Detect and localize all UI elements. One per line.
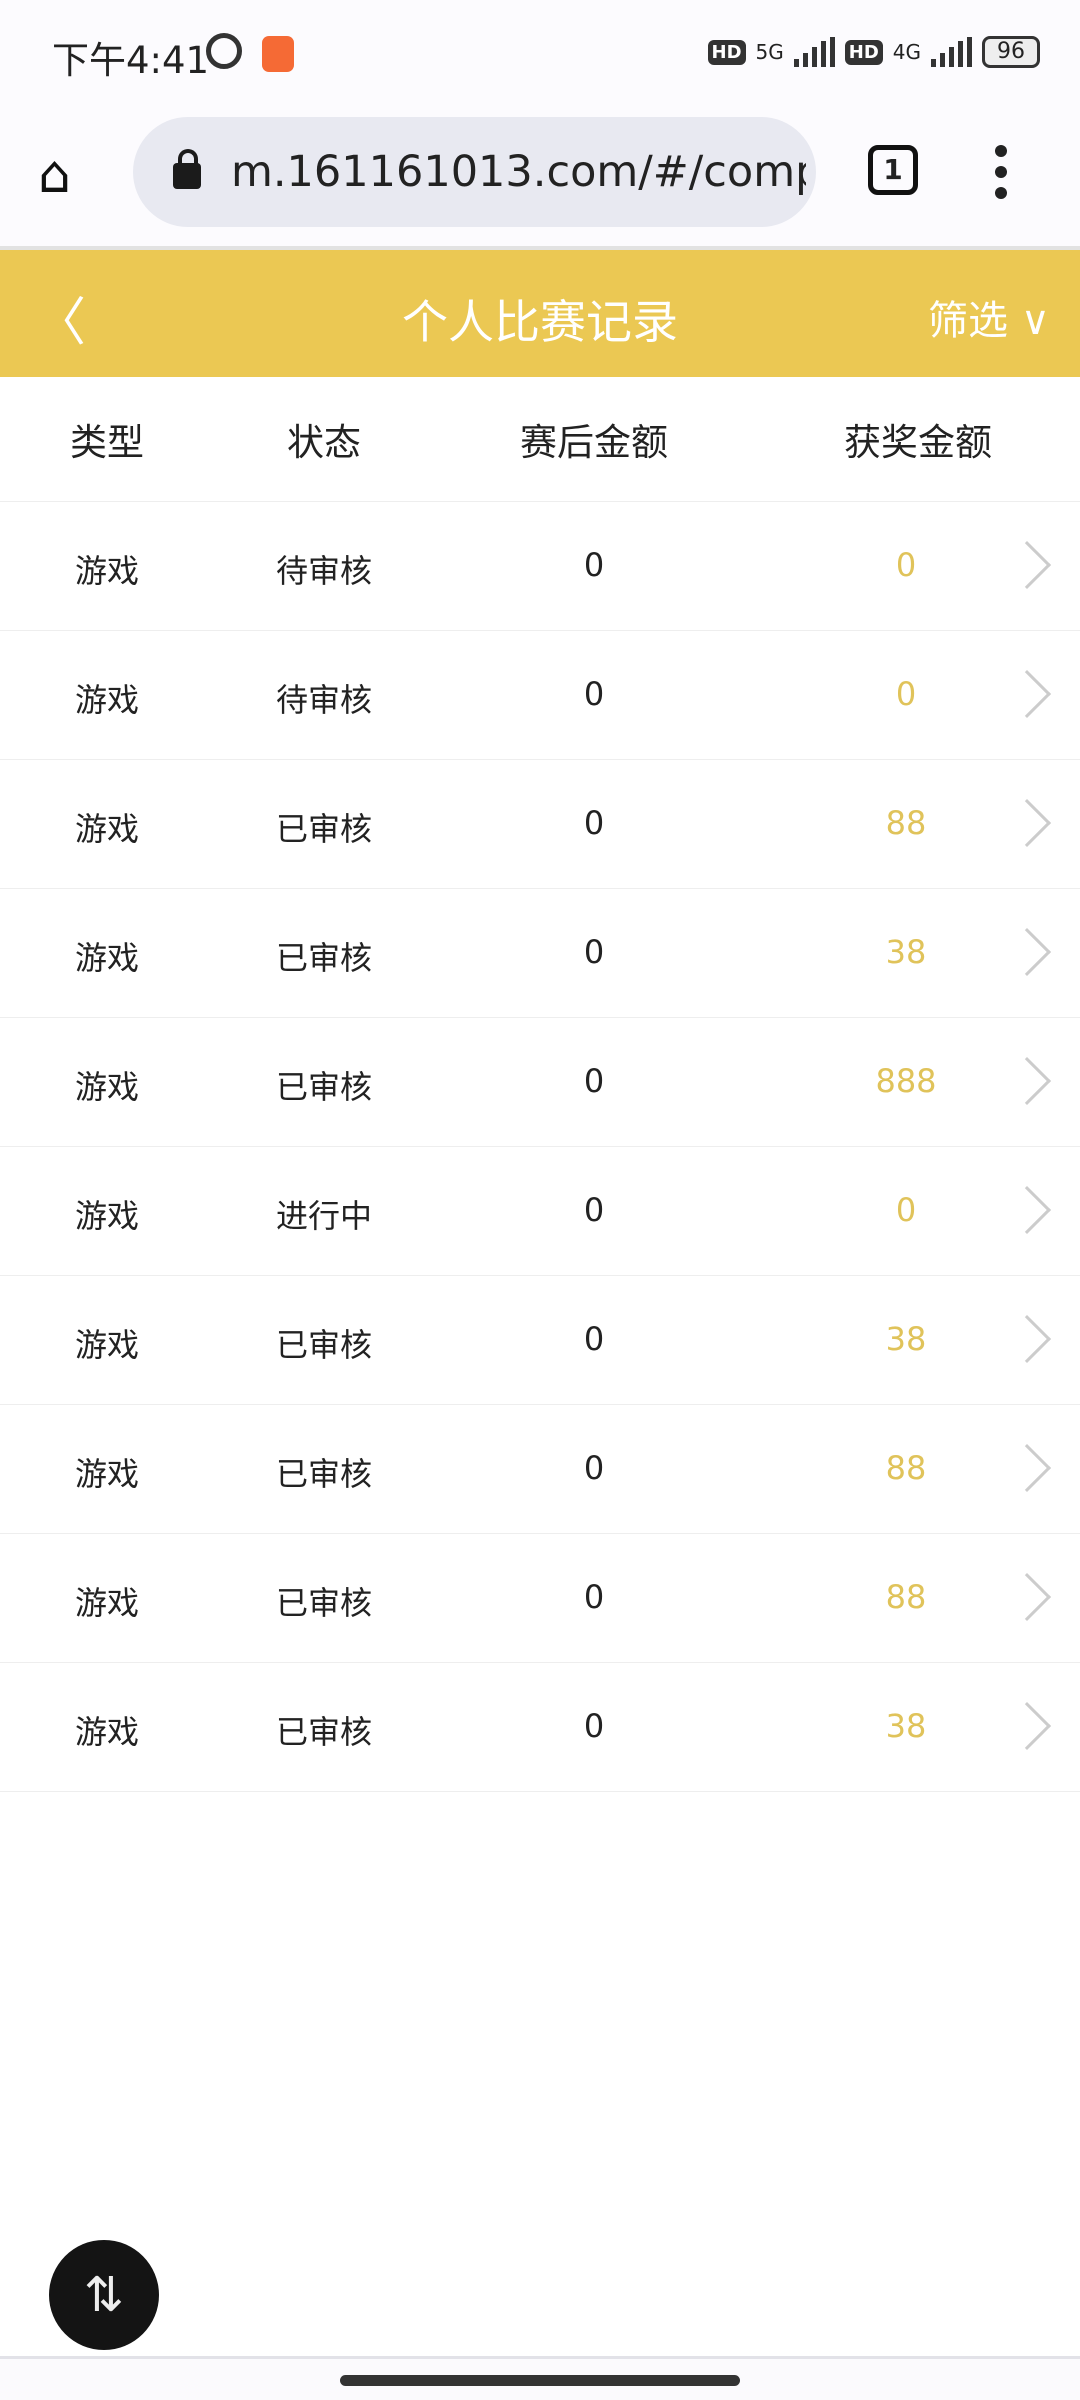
cell-type: 游戏 [74, 1197, 140, 1235]
signal-icon [931, 37, 972, 67]
cell-status: 已审核 [275, 1326, 373, 1364]
cell-prize-amount: 888 [875, 1062, 937, 1100]
chevron-right-icon[interactable] [1002, 1185, 1052, 1235]
cell-type: 游戏 [74, 681, 140, 719]
browser-toolbar: ⌂ m.161161013.com/#/compet 1 [0, 105, 1080, 250]
hd-icon: HD [707, 39, 746, 65]
rotate-screen-button[interactable]: ⇅ [49, 2240, 159, 2350]
column-header-after-amount: 赛后金额 [520, 421, 668, 464]
back-chevron-icon[interactable]: 〈 [34, 293, 87, 353]
filter-label: 筛选 [928, 298, 1008, 344]
table-row[interactable]: 游戏 已审核 0 888 [0, 1018, 1080, 1147]
cell-prize-amount: 0 [895, 1191, 917, 1229]
cell-type: 游戏 [74, 810, 140, 848]
cell-type: 游戏 [74, 1455, 140, 1493]
status-bar: 下午4:41 HD 5G HD 4G 96 [0, 0, 1080, 105]
table-row[interactable]: 游戏 已审核 0 88 [0, 760, 1080, 889]
battery-icon: 96 [982, 36, 1040, 68]
chevron-right-icon[interactable] [1002, 1314, 1052, 1364]
cell-status: 已审核 [275, 1584, 373, 1622]
more-menu-icon[interactable] [995, 145, 1011, 208]
cell-status: 待审核 [275, 681, 373, 719]
status-icons: HD 5G HD 4G 96 [707, 36, 1040, 68]
table-row[interactable]: 游戏 已审核 0 38 [0, 1663, 1080, 1792]
cell-status: 进行中 [275, 1197, 373, 1235]
navigation-bar [0, 2356, 1080, 2400]
home-gesture-handle[interactable] [340, 2375, 740, 2386]
chevron-right-icon[interactable] [1002, 798, 1052, 848]
column-header-type: 类型 [70, 421, 144, 464]
hd-icon: HD [844, 39, 883, 65]
cell-type: 游戏 [74, 1584, 140, 1622]
alarm-icon [206, 33, 242, 69]
cell-prize-amount: 38 [885, 933, 927, 971]
cell-after-amount: 0 [583, 1062, 605, 1100]
signal-icon [793, 37, 835, 67]
cell-prize-amount: 88 [885, 804, 927, 842]
cell-after-amount: 0 [583, 546, 605, 584]
cell-status: 已审核 [275, 939, 373, 977]
table-row[interactable]: 游戏 已审核 0 88 [0, 1534, 1080, 1663]
address-bar[interactable]: m.161161013.com/#/compet [133, 117, 816, 227]
cell-status: 已审核 [275, 1455, 373, 1493]
cell-after-amount: 0 [583, 675, 605, 713]
cell-after-amount: 0 [583, 1191, 605, 1229]
net-4g-label: 4G [892, 40, 921, 64]
chevron-right-icon[interactable] [1002, 1701, 1052, 1751]
table-row[interactable]: 游戏 进行中 0 0 [0, 1147, 1080, 1276]
rotate-icon: ⇅ [83, 2267, 125, 2323]
url-text[interactable]: m.161161013.com/#/compet [231, 147, 806, 197]
cell-prize-amount: 38 [885, 1707, 927, 1745]
cell-after-amount: 0 [583, 1707, 605, 1745]
tab-switcher-button[interactable]: 1 [868, 145, 918, 195]
chevron-down-icon: ∨ [1020, 298, 1050, 344]
column-header-prize-amount: 获奖金额 [844, 421, 992, 464]
cell-after-amount: 0 [583, 933, 605, 971]
chevron-right-icon[interactable] [1002, 1572, 1052, 1622]
cell-status: 待审核 [275, 552, 373, 590]
cell-after-amount: 0 [583, 804, 605, 842]
cell-status: 已审核 [275, 1068, 373, 1106]
column-header-status: 状态 [287, 421, 361, 464]
cell-prize-amount: 38 [885, 1320, 927, 1358]
cell-after-amount: 0 [583, 1449, 605, 1487]
cell-type: 游戏 [74, 552, 140, 590]
cell-status: 已审核 [275, 810, 373, 848]
chevron-right-icon[interactable] [1002, 540, 1052, 590]
filter-button[interactable]: 筛选 ∨ [928, 288, 1050, 346]
cell-after-amount: 0 [583, 1320, 605, 1358]
chevron-right-icon[interactable] [1002, 1443, 1052, 1493]
page-title: 个人比赛记录 [402, 295, 678, 349]
cell-type: 游戏 [74, 1068, 140, 1106]
table-row[interactable]: 游戏 已审核 0 38 [0, 889, 1080, 1018]
cell-prize-amount: 88 [885, 1578, 927, 1616]
table-header: 类型 状态 赛后金额 获奖金额 [0, 377, 1080, 502]
table-row[interactable]: 游戏 待审核 0 0 [0, 502, 1080, 631]
table-row[interactable]: 游戏 已审核 0 88 [0, 1405, 1080, 1534]
home-icon[interactable]: ⌂ [38, 145, 72, 205]
page-header: 〈 个人比赛记录 筛选 ∨ [0, 250, 1080, 377]
mi-store-icon [262, 36, 294, 72]
cell-type: 游戏 [74, 939, 140, 977]
cell-status: 已审核 [275, 1713, 373, 1751]
chevron-right-icon[interactable] [1002, 1056, 1052, 1106]
net-5g-label: 5G [755, 40, 784, 64]
cell-prize-amount: 0 [895, 675, 917, 713]
chevron-right-icon[interactable] [1002, 927, 1052, 977]
cell-prize-amount: 88 [885, 1449, 927, 1487]
cell-prize-amount: 0 [895, 546, 917, 584]
cell-after-amount: 0 [583, 1578, 605, 1616]
lock-icon [173, 149, 201, 189]
table-row[interactable]: 游戏 待审核 0 0 [0, 631, 1080, 760]
status-time: 下午4:41 [52, 39, 210, 82]
table-row[interactable]: 游戏 已审核 0 38 [0, 1276, 1080, 1405]
chevron-right-icon[interactable] [1002, 669, 1052, 719]
cell-type: 游戏 [74, 1713, 140, 1751]
cell-type: 游戏 [74, 1326, 140, 1364]
